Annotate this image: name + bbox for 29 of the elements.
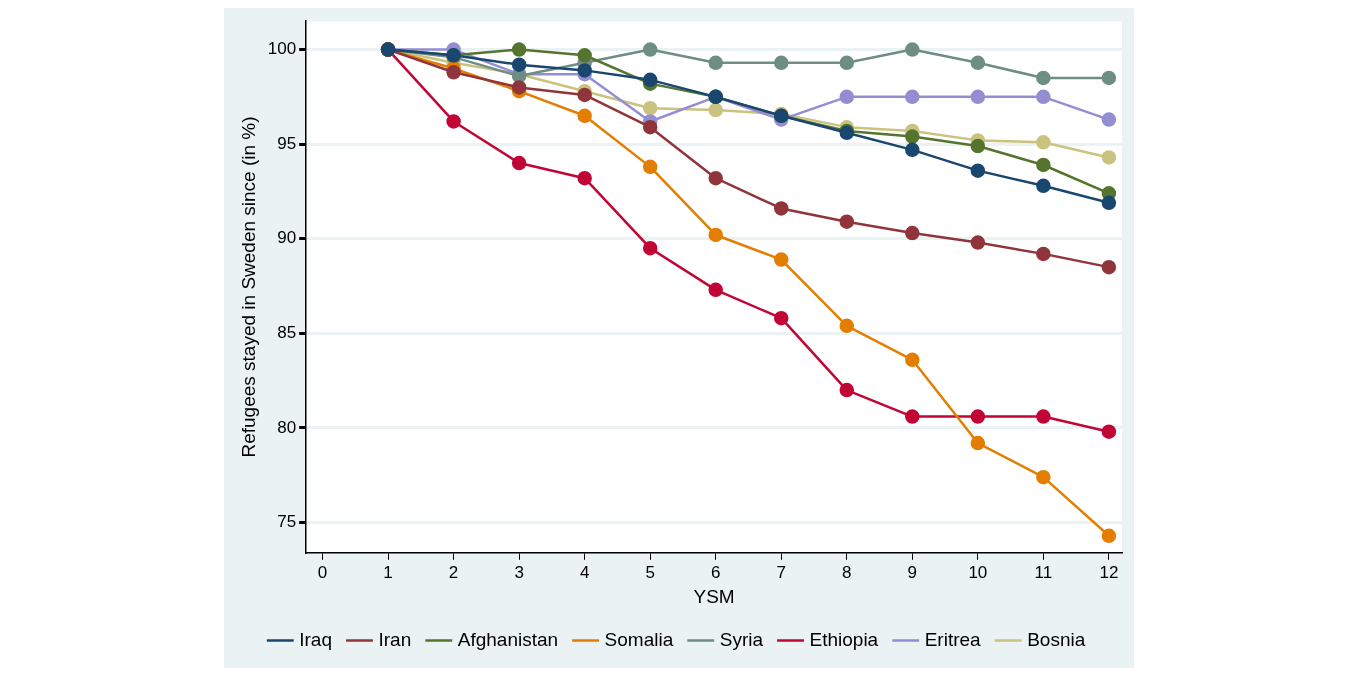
y-tick-label: 85 bbox=[276, 323, 296, 343]
y-tick-label: 80 bbox=[276, 417, 296, 437]
legend-label: Iran bbox=[378, 628, 411, 650]
x-tick-label: 4 bbox=[579, 562, 589, 582]
legend-label: Bosnia bbox=[1026, 628, 1086, 650]
x-axis-title: YSM bbox=[692, 585, 735, 607]
x-tick-label: 9 bbox=[907, 562, 917, 582]
x-tick-label: 10 bbox=[967, 562, 987, 582]
x-tick-label: 7 bbox=[776, 562, 786, 582]
y-tick-label: 90 bbox=[276, 228, 296, 248]
legend-label: Eritrea bbox=[924, 628, 981, 650]
y-tick-label: 95 bbox=[276, 133, 296, 153]
x-tick-label: 1 bbox=[382, 562, 393, 582]
x-tick-label: 12 bbox=[1098, 562, 1118, 582]
x-tick-label: 2 bbox=[448, 562, 458, 582]
y-tick-label: 100 bbox=[267, 39, 296, 59]
y-tick-label: 75 bbox=[276, 512, 296, 532]
legend-label: Iraq bbox=[298, 628, 332, 650]
x-tick-label: 8 bbox=[841, 562, 852, 582]
legend-label: Ethiopia bbox=[809, 628, 879, 650]
y-axis-title: Refugees stayed in Sweden since (in %) bbox=[237, 116, 259, 458]
x-tick-label: 0 bbox=[317, 562, 327, 582]
legend-label: Somalia bbox=[604, 628, 674, 650]
x-tick-label: 3 bbox=[513, 562, 524, 582]
legend-label: Afghanistan bbox=[457, 628, 558, 650]
legend-label: Syria bbox=[719, 628, 763, 650]
x-tick-label: 6 bbox=[710, 562, 720, 582]
x-tick-label: 11 bbox=[1034, 562, 1052, 582]
x-tick-label: 5 bbox=[644, 562, 655, 582]
